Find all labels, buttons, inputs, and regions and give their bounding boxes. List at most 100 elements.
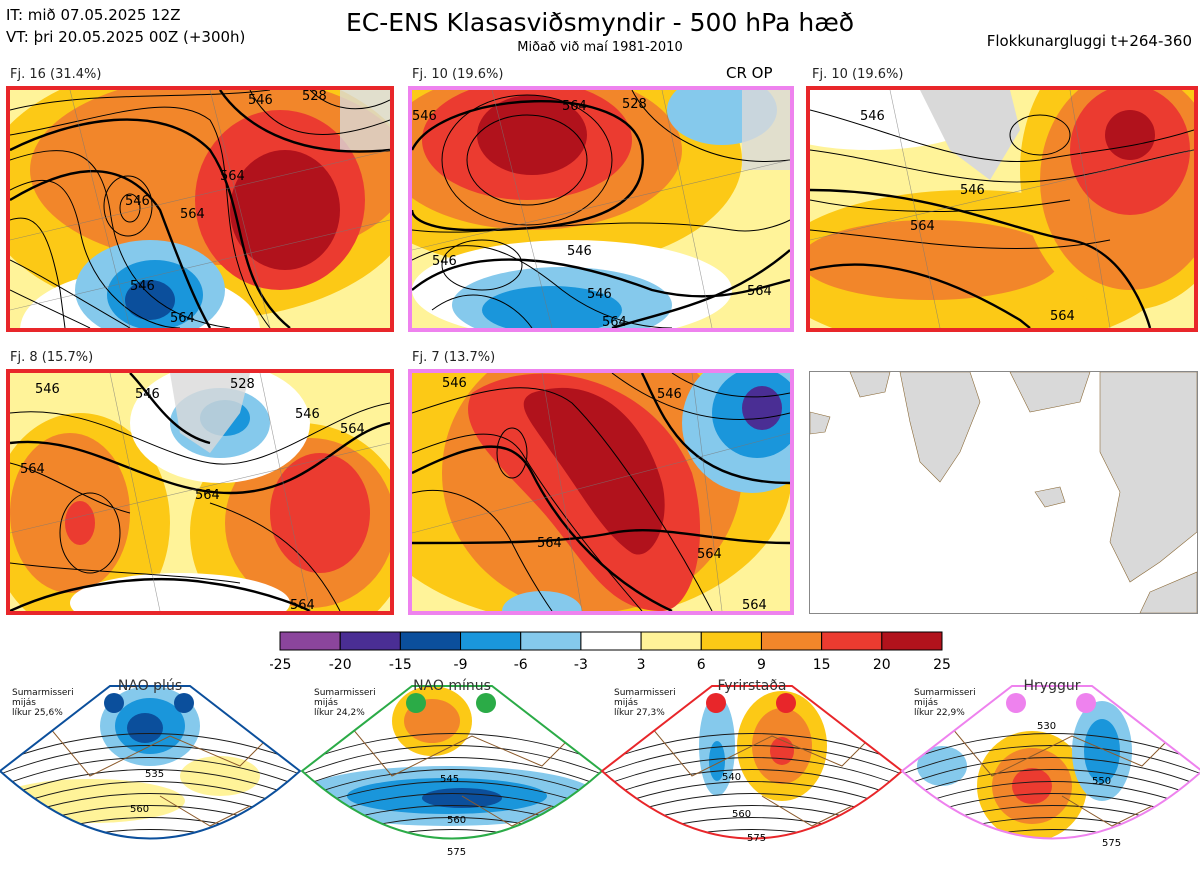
contour-label: 546 (295, 407, 320, 422)
contour-label: 564 (170, 311, 195, 326)
colorbar-segment (520, 631, 582, 651)
colorbar: -25 -20 -15 -9 -6 -3 3 6 9 15 20 25 (270, 631, 951, 673)
regime-contour-label: 560 (732, 809, 751, 820)
regime-contour-label: 540 (722, 772, 741, 783)
contour-label: 546 (567, 244, 592, 259)
regime-note: Sumarmisseri (314, 688, 376, 698)
panel-2-tag: CR OP (726, 64, 773, 82)
panel-3-label: Fj. 10 (19.6%) (812, 67, 904, 82)
contour-label: 564 (180, 207, 205, 222)
colorbar-segment (399, 631, 462, 651)
regime-note: líkur 24,2% (314, 708, 365, 718)
colorbar-segment (881, 631, 943, 651)
contour-label: 546 (35, 382, 60, 397)
regime-note: líkur 22,9% (914, 708, 965, 718)
regime-title: Hryggur (1024, 678, 1081, 694)
initial-time: IT: mið 07.05.2025 12Z (6, 6, 181, 24)
regime-note: líkur 27,3% (614, 708, 665, 718)
regime-note: mijás (12, 698, 36, 708)
regime-contour-label: 575 (1102, 838, 1121, 849)
header-info: IT: mið 07.05.2025 12Z VT: þri 20.05.202… (6, 4, 245, 48)
contour-label: 564 (195, 488, 220, 503)
regime-note: mijás (914, 698, 938, 708)
contour-label: 564 (340, 422, 365, 437)
regime-marker (476, 693, 496, 713)
cluster-map-2: 564 546 528 546 546 546 564 564 (408, 86, 794, 332)
contour-label: 546 (248, 93, 273, 108)
cluster-map-3: 546 546 564 564 (806, 86, 1198, 332)
contour-label: 528 (230, 377, 255, 392)
colorbar-tick-label: -3 (574, 657, 588, 673)
contour-label: 564 (562, 99, 587, 114)
colorbar-segment (339, 631, 401, 651)
contour-label: 564 (747, 284, 772, 299)
panel-5-label: Fj. 7 (13.7%) (412, 350, 496, 365)
colorbar-tick-label: 25 (933, 657, 951, 673)
colorbar-segment (640, 631, 702, 651)
colorbar-segment (700, 631, 762, 651)
regime-marker (174, 693, 194, 713)
regime-panel: NAO plús Sumarmisseri mijás líkur 25,6% 535 5… (0, 676, 1200, 871)
contour-label: 546 (412, 109, 437, 124)
regime-title: NAO plús (118, 678, 182, 694)
valid-time: VT: þri 20.05.2025 00Z (+300h) (6, 28, 246, 46)
contour-label: 546 (587, 287, 612, 302)
contour-label: 546 (657, 387, 682, 402)
contour-label: 564 (742, 598, 767, 611)
contour-label: 528 (622, 97, 647, 112)
classification-window: Flokkunargluggi t+264-360 (986, 32, 1192, 50)
contour-label: 564 (290, 598, 315, 611)
colorbar-tick-label: 6 (697, 657, 706, 673)
colorbar-tick-label: -20 (329, 657, 352, 673)
cluster-map-4: 546 528 546 564 564 564 546 564 (6, 369, 394, 615)
colorbar-tick-label: 15 (813, 657, 831, 673)
panel-1-label: Fj. 16 (31.4%) (10, 67, 102, 82)
regime-contour-label: 545 (440, 774, 459, 785)
colorbar-tick-label: -6 (514, 657, 528, 673)
regime-note: Sumarmisseri (914, 688, 976, 698)
regime-marker (776, 693, 796, 713)
regime-contour-label: 575 (747, 833, 766, 844)
colorbar-tick-label: -15 (389, 657, 412, 673)
regime-contour-label: 575 (447, 847, 466, 858)
contour-label: 546 (125, 194, 150, 209)
colorbar-segment (279, 631, 341, 651)
cluster-map-1: 546 528 546 564 564 546 564 (6, 86, 394, 332)
contour-label: 564 (20, 462, 45, 477)
regime-marker (1006, 693, 1026, 713)
colorbar-segment (580, 631, 642, 651)
regime-title: NAO mínus (413, 678, 491, 694)
contour-label: 546 (130, 279, 155, 294)
regime-note: líkur 25,6% (12, 708, 63, 718)
contour-label: 528 (302, 90, 327, 104)
contour-label: 546 (960, 183, 985, 198)
contour-label: 564 (602, 315, 627, 328)
contour-label: 564 (910, 219, 935, 234)
regime-marker (706, 693, 726, 713)
regime-contour-label: 530 (1037, 721, 1056, 732)
colorbar-segment (460, 631, 522, 651)
regime-contour-label: 560 (130, 804, 149, 815)
colorbar-tick-label: 3 (637, 657, 646, 673)
colorbar-tick-label: 9 (757, 657, 766, 673)
regime-marker (1076, 693, 1096, 713)
colorbar-tick-label: 20 (873, 657, 891, 673)
regime-contour-label: 550 (1092, 776, 1111, 787)
contour-label: 546 (442, 376, 467, 391)
regime-marker (104, 693, 124, 713)
colorbar-segment (760, 631, 823, 651)
regime-contour-label: 535 (145, 769, 164, 780)
page-title: EC-ENS Klasasviðsmyndir - 500 hPa hæð (345, 8, 855, 37)
colorbar-segment (821, 631, 883, 651)
contour-label: 564 (220, 169, 245, 184)
contour-label: 564 (537, 536, 562, 551)
regime-note: Sumarmisseri (12, 688, 74, 698)
regime-note: mijás (314, 698, 338, 708)
regime-contour-label: 560 (447, 815, 466, 826)
contour-label: 546 (860, 109, 885, 124)
contour-label: 564 (697, 547, 722, 562)
regime-note: mijás (614, 698, 638, 708)
